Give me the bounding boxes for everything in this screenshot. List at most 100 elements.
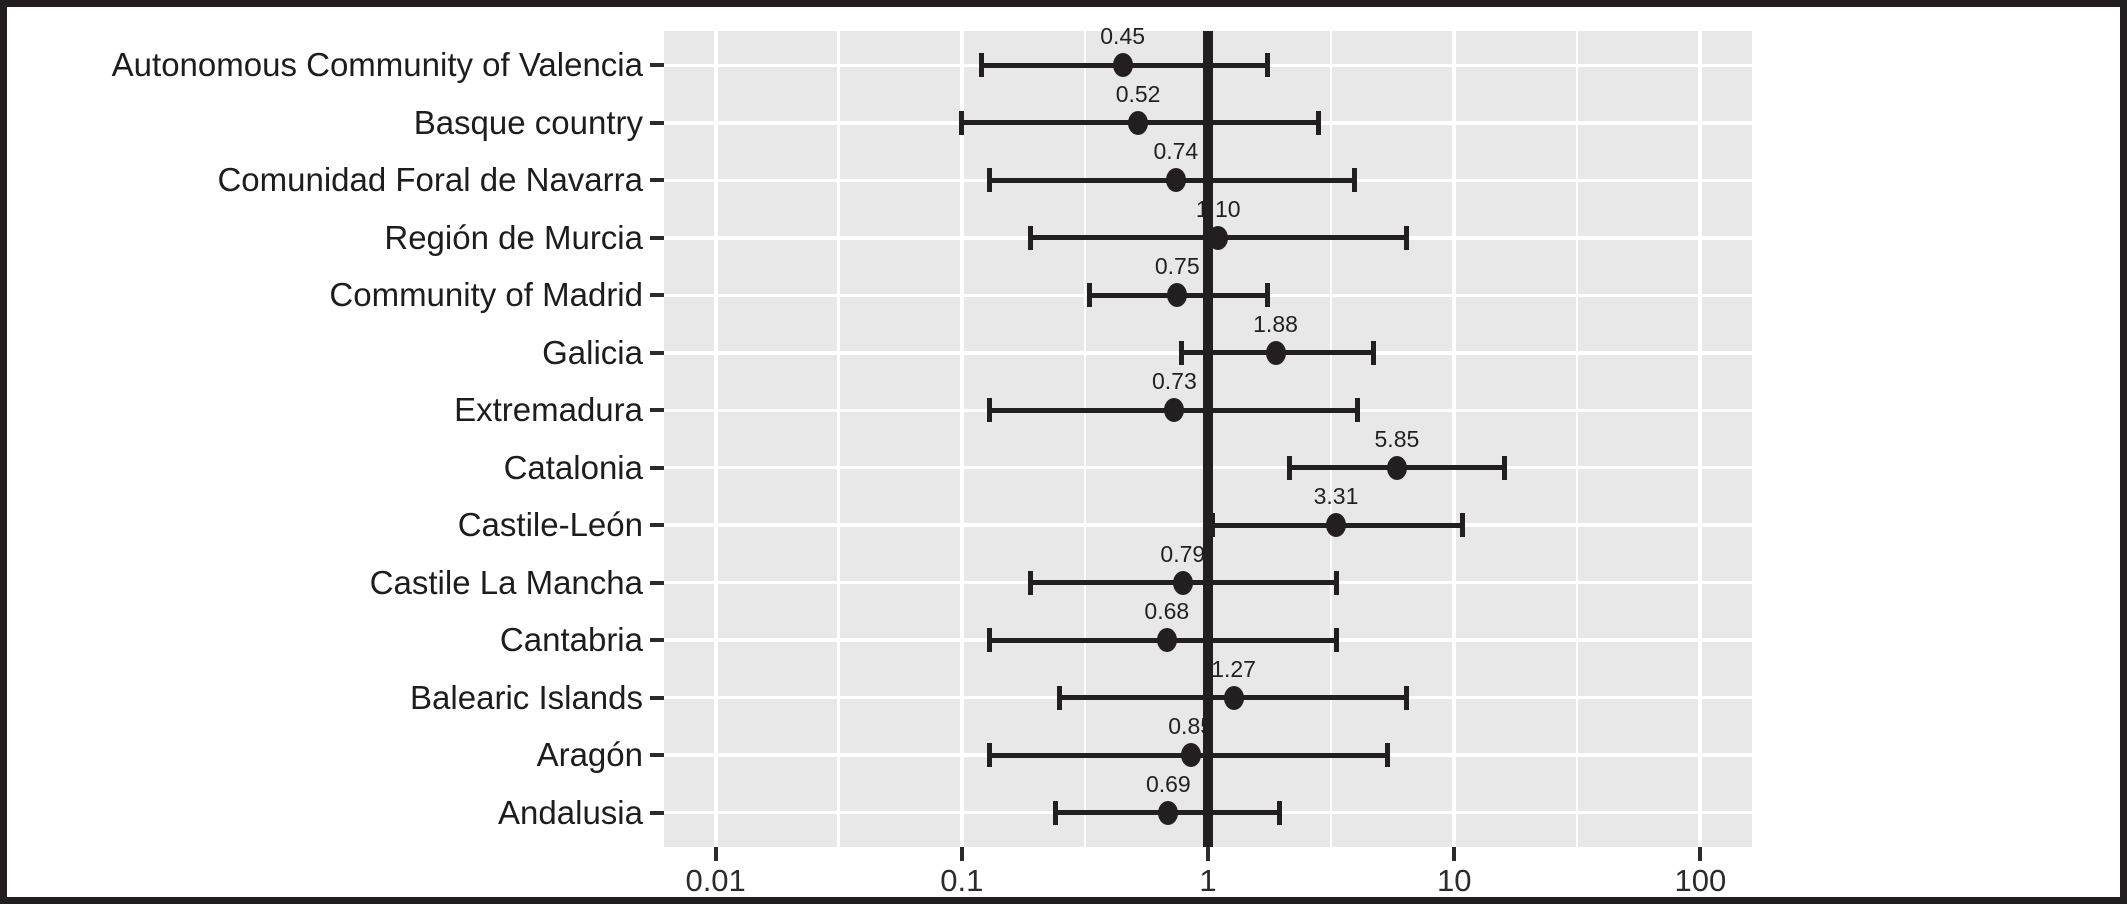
x-axis-tick: [1206, 847, 1211, 861]
estimate-value-label: 5.85: [1374, 425, 1420, 452]
point-estimate-marker: [1265, 340, 1286, 365]
category-label: Catalonia: [503, 448, 643, 486]
point-estimate-marker: [1326, 513, 1346, 538]
error-bar-cap-low: [1052, 800, 1058, 825]
point-estimate-marker: [1156, 628, 1177, 653]
category-label: Región de Murcia: [384, 218, 643, 256]
category-label: Andalusia: [498, 793, 643, 831]
estimate-value-label: 0.68: [1144, 598, 1190, 625]
error-bar-cap-low: [978, 53, 984, 78]
y-axis-tick: [650, 580, 664, 585]
error-bar-cap-high: [1264, 53, 1270, 78]
x-axis-tick: [1452, 847, 1457, 861]
x-major-gridline: [713, 31, 718, 847]
error-bar-cap-low: [1178, 340, 1184, 365]
estimate-value-label: 0.74: [1153, 138, 1199, 165]
x-axis-tick-label: 0.1: [940, 863, 984, 898]
x-axis-tick: [713, 847, 718, 861]
category-label: Aragón: [536, 736, 643, 774]
error-bar-cap-low: [987, 398, 993, 423]
estimate-value-label: 1.10: [1195, 195, 1241, 222]
estimate-value-label: 3.31: [1313, 483, 1359, 510]
x-minor-gridline: [1329, 31, 1333, 847]
error-bar-cap-low: [1027, 225, 1033, 250]
estimate-value-label: 0.69: [1145, 770, 1191, 797]
point-estimate-marker: [1167, 283, 1188, 308]
x-axis-tick-label: 100: [1674, 863, 1727, 898]
estimate-value-label: 0.85: [1168, 713, 1214, 740]
error-bar-cap-high: [1404, 225, 1409, 250]
x-axis-tick: [1698, 847, 1703, 861]
error-bar-cap-low: [987, 628, 993, 653]
point-estimate-marker: [1223, 685, 1244, 710]
error-bar-cap-high: [1501, 455, 1507, 480]
category-label: Autonomous Community of Valencia: [111, 46, 643, 84]
x-major-gridline: [1452, 31, 1457, 847]
category-label: Castile-León: [457, 506, 643, 544]
category-label: Balearic Islands: [410, 678, 643, 716]
x-major-gridline: [1698, 31, 1703, 847]
point-estimate-marker: [1128, 110, 1149, 135]
error-bar-cap-high: [1459, 513, 1465, 538]
error-bar-cap-high: [1404, 685, 1409, 710]
category-label: Basque country: [413, 103, 643, 141]
y-axis-tick: [650, 465, 664, 470]
y-axis-tick: [650, 178, 664, 183]
category-label: Galicia: [542, 333, 643, 371]
y-axis-tick: [650, 293, 664, 298]
x-minor-gridline: [837, 31, 840, 847]
error-bar-cap-low: [1086, 283, 1092, 308]
error-bar-cap-high: [1384, 743, 1390, 768]
category-label: Community of Madrid: [329, 276, 643, 314]
error-bar-cap-low: [987, 743, 993, 768]
y-axis-tick: [650, 695, 664, 700]
plot-panel: 0.45 0.52 0.74 1.10 0.75 1.88 0.73 5.85 3.31 0.79…: [664, 25, 1752, 847]
y-axis-tick: [650, 638, 664, 643]
error-bar-cap-low: [1287, 455, 1293, 480]
x-axis-tick: [959, 847, 964, 861]
estimate-value-label: 0.79: [1160, 540, 1206, 567]
y-axis-tick: [650, 120, 664, 125]
error-bar-cap-high: [1370, 340, 1376, 365]
y-axis-tick: [650, 408, 664, 413]
error-bar-cap-high: [1354, 398, 1360, 423]
estimate-value-label: 0.52: [1115, 80, 1161, 107]
estimate-value-label: 0.73: [1151, 368, 1197, 395]
category-label: Comunidad Foral de Navarra: [217, 161, 643, 199]
y-axis-tick: [650, 63, 664, 68]
point-estimate-marker: [1164, 398, 1185, 423]
point-estimate-marker: [1386, 455, 1407, 480]
y-axis-tick: [650, 753, 664, 758]
x-minor-gridline: [1083, 31, 1087, 847]
x-axis-tick-label: 0.01: [685, 863, 746, 898]
error-bar-cap-high: [1315, 110, 1321, 135]
error-bar-cap-high: [1334, 570, 1340, 595]
category-label: Castile La Mancha: [369, 563, 643, 601]
error-bar-cap-high: [1277, 800, 1283, 825]
error-bar-cap-low: [987, 168, 993, 193]
point-estimate-marker: [1180, 743, 1201, 768]
x-major-gridline: [959, 31, 964, 847]
point-estimate-marker: [1158, 800, 1179, 825]
category-label: Extremadura: [454, 391, 643, 429]
estimate-value-label: 0.45: [1100, 23, 1146, 50]
y-axis-tick: [650, 810, 664, 815]
error-bar-cap-low: [1057, 685, 1063, 710]
y-axis-tick: [650, 235, 664, 240]
x-minor-gridline: [1575, 31, 1579, 847]
point-estimate-marker: [1208, 225, 1229, 250]
estimate-value-label: 1.88: [1253, 310, 1298, 337]
error-bar-cap-low: [1027, 570, 1033, 595]
x-axis-tick-label: 10: [1436, 863, 1472, 898]
estimate-value-label: 0.75: [1154, 253, 1200, 280]
point-estimate-marker: [1172, 570, 1193, 595]
y-axis-tick: [650, 523, 664, 528]
error-bar-cap-high: [1334, 628, 1340, 653]
x-axis-tick-label: 1: [1199, 863, 1217, 898]
error-bar-cap-low: [1209, 513, 1215, 538]
error-bar-cap-high: [1351, 168, 1357, 193]
reference-line: [1203, 31, 1214, 847]
estimate-value-label: 1.27: [1211, 655, 1256, 682]
error-bar-cap-low: [959, 110, 965, 135]
